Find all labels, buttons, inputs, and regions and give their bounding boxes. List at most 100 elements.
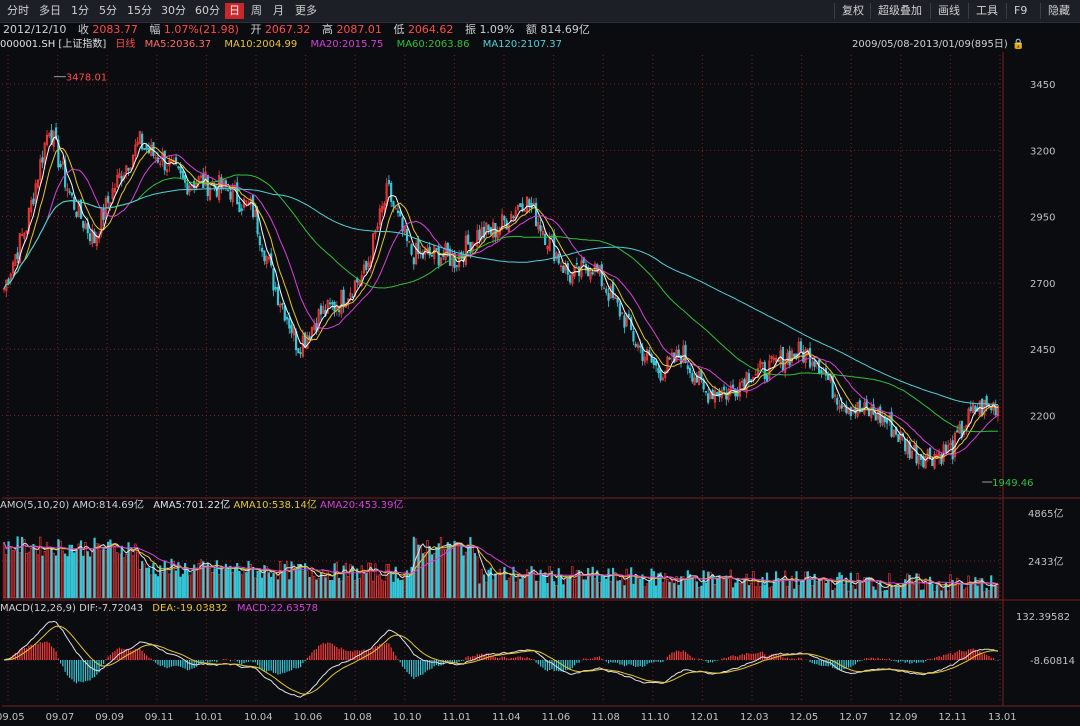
candle-body [722,386,726,391]
price-tick-label: 3200 [1030,146,1055,157]
volume-bar [722,579,726,599]
candle-body [562,265,565,273]
volume-bar [602,574,606,599]
volume-bar [405,570,409,599]
volume-bar [444,549,447,599]
candle-body [414,243,418,265]
change-label: 幅 [149,23,161,36]
volume-bar [851,585,855,599]
candle-body [625,317,628,327]
candle-body [951,440,954,460]
toolbar-right-button-1[interactable]: 超级叠加 [870,3,929,19]
toolbar-right-button-2[interactable]: 画线 [930,3,967,19]
volume-bar [949,574,952,599]
volume-bar [30,547,33,599]
volume-bar [23,539,26,599]
period-button-8[interactable]: 周 [251,4,262,17]
volume-bar [931,583,934,599]
candle-body [765,374,769,383]
candle-body [589,270,592,280]
toolbar-right-button-3[interactable]: 工具 [968,3,1005,19]
volume-bar [885,589,889,599]
volume-bar [272,573,275,599]
period-button-2[interactable]: 1分 [71,4,89,17]
volume-bar [917,573,920,599]
volume-bar [127,542,130,599]
volume-bar [944,582,948,599]
volume-bar [981,578,984,599]
volume-bar [673,583,676,599]
period-button-3[interactable]: 5分 [99,4,117,17]
candle-body [784,361,787,373]
volume-bar [57,539,60,599]
period-button-10[interactable]: 更多 [295,4,317,17]
volume-bar [308,577,311,599]
volume-bar [845,579,848,599]
candle-body [118,172,121,178]
candle-body [446,242,449,253]
volume-bar [190,572,194,599]
amount-label: 额 [525,23,537,36]
volume-bar [344,562,347,599]
candle-body [134,144,137,157]
period-button-5[interactable]: 30分 [161,4,186,17]
volume-bar [838,572,841,599]
candle-body [238,201,241,213]
toolbar-right-button-5[interactable]: 隐藏 [1040,3,1077,19]
candle-body [36,179,40,188]
candle-body [365,261,368,270]
volume-bar [304,563,307,599]
candle-body [691,373,694,382]
candle-body [322,306,325,314]
candle-body [199,175,203,178]
candle-body [362,264,366,274]
lock-icon[interactable]: 🔒 [1012,39,1025,50]
volume-bar [990,575,993,599]
period-button-4[interactable]: 15分 [127,4,152,17]
volume-bar [50,548,53,599]
volume-bar [804,571,807,599]
volume-bar [265,566,268,599]
candle-body [621,312,624,315]
period-button-0[interactable]: 分时 [7,4,29,17]
candle-body [154,156,157,160]
price-tick-label: 2450 [1030,345,1055,356]
volume-bar [7,541,10,599]
volume-bar [686,570,689,599]
volume-bar [942,586,945,599]
candle-body [84,223,87,230]
candle-body [675,349,678,362]
volume-bar [18,552,21,599]
period-button-1[interactable]: 多日 [39,4,61,17]
candle-body [636,344,640,348]
volume-bar [430,554,434,599]
volume-bar [317,577,320,599]
toolbar-right-button-4[interactable]: F9 [1006,3,1034,19]
volume-bar [777,577,780,599]
volume-bar [193,564,196,599]
volume-bar [168,573,171,599]
volume-bar [150,574,153,599]
change-value: 1.07%(21.98) [163,23,239,36]
volume-bar [134,543,137,599]
volume-bar [79,540,83,599]
volume-bar [240,574,243,599]
volume-bar [102,546,105,599]
candle-body [138,131,141,144]
period-button-6[interactable]: 60分 [195,4,220,17]
x-tick-label: 12.11 [938,712,967,723]
volume-bar [154,573,157,599]
volume-bar [582,579,585,599]
candle-body [981,398,984,416]
amo-legend: AMO(5,10,20) AMO:814.69亿 AMA5:701.22亿 AM… [0,499,403,513]
volume-bar [682,576,685,599]
candle-body [904,438,907,452]
toolbar-right-button-0[interactable]: 复权 [834,3,871,19]
period-button-7[interactable]: 日 [225,3,244,19]
candle-body [39,159,42,181]
candle-body [772,357,775,361]
period-button-9[interactable]: 月 [273,4,284,17]
volume-bar [808,579,812,599]
candle-body [274,286,277,290]
